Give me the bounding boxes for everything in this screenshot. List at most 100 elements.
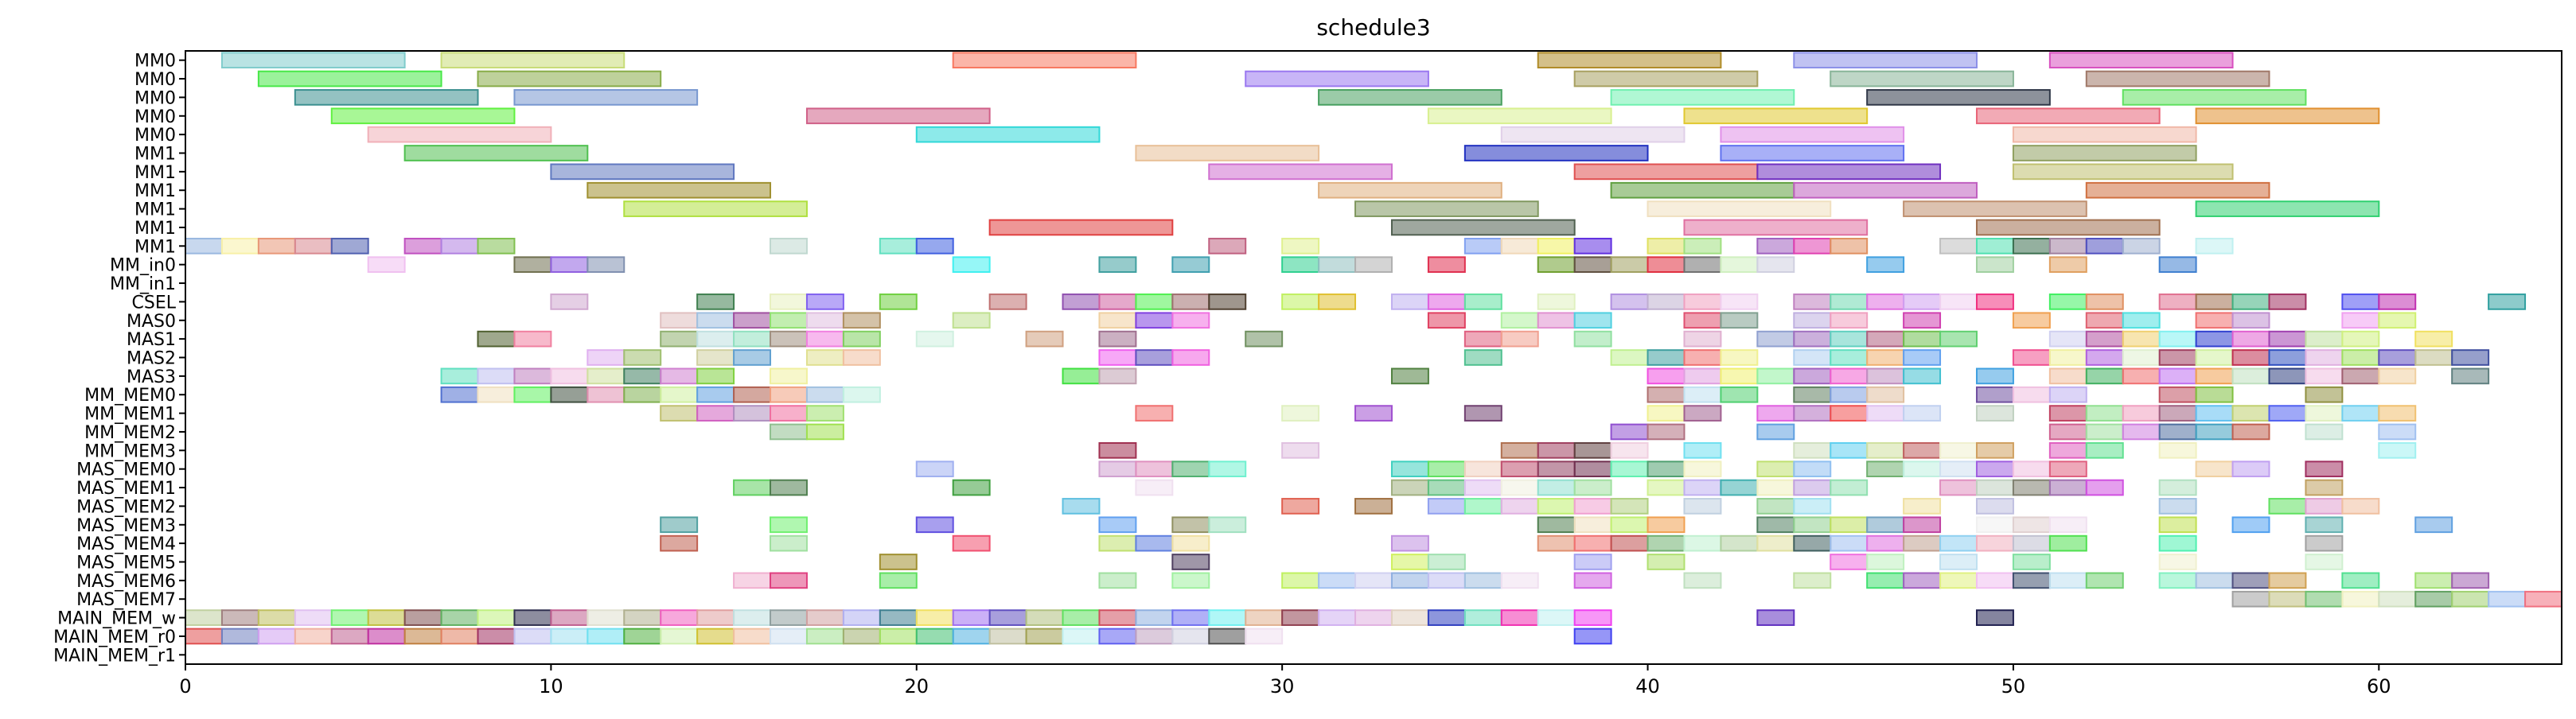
- task-bar: [1135, 145, 1320, 161]
- task-bar: [1903, 534, 1942, 552]
- task-bar: [2231, 349, 2270, 366]
- task-bar: [2158, 441, 2197, 459]
- task-bar: [367, 256, 406, 274]
- task-bar: [2195, 349, 2234, 366]
- task-bar: [2195, 107, 2380, 125]
- task-bar: [1500, 441, 1539, 459]
- task-bar: [1647, 516, 1686, 534]
- task-bar: [1573, 461, 1612, 478]
- task-bar: [1975, 293, 2014, 310]
- task-bar: [330, 107, 516, 125]
- task-bar: [1793, 534, 1832, 552]
- task-bar: [1062, 628, 1101, 645]
- task-bar: [2158, 572, 2197, 589]
- task-bar: [1720, 479, 1759, 496]
- task-bar: [842, 330, 881, 348]
- task-bar: [403, 628, 442, 645]
- task-bar: [2012, 145, 2197, 161]
- task-bar: [915, 126, 1101, 143]
- y-tick-label: MAS_MEM6: [76, 572, 176, 592]
- task-bar: [1830, 237, 1869, 255]
- task-bar: [550, 293, 589, 310]
- task-bar: [1500, 237, 1539, 255]
- task-bar: [1683, 349, 1722, 366]
- task-bar: [1427, 256, 1466, 274]
- task-bar: [1427, 293, 1466, 310]
- task-bar: [1647, 256, 1686, 274]
- task-bar: [805, 312, 844, 329]
- task-bar: [1135, 479, 1174, 496]
- task-bar: [1098, 293, 1137, 310]
- task-bar: [1062, 609, 1101, 626]
- task-bar: [513, 367, 552, 385]
- task-bar: [2195, 405, 2234, 422]
- task-bar: [2085, 330, 2124, 348]
- task-bar: [1135, 534, 1174, 552]
- y-tick-label: MAS_MEM4: [76, 534, 176, 554]
- task-bar: [513, 330, 552, 348]
- task-bar: [1171, 609, 1210, 626]
- task-bar: [257, 237, 296, 255]
- task-bar: [1135, 461, 1174, 478]
- task-bar: [733, 312, 772, 329]
- task-bar: [1866, 256, 1905, 274]
- task-bar: [2048, 367, 2087, 385]
- task-bar: [257, 628, 296, 645]
- task-bar: [1683, 312, 1722, 329]
- task-bar: [1463, 349, 1502, 366]
- task-bar: [915, 330, 954, 348]
- task-bar: [1537, 534, 1576, 552]
- task-bar: [1683, 479, 1722, 496]
- task-bar: [1098, 330, 1137, 348]
- task-bar: [1062, 367, 1101, 385]
- task-bar: [1903, 441, 1942, 459]
- y-tick-label: MAS_MEM7: [76, 590, 176, 610]
- task-bar: [1866, 367, 1905, 385]
- task-bar: [2048, 479, 2087, 496]
- task-bar: [2231, 572, 2270, 589]
- y-tick-label: MM0: [134, 70, 176, 90]
- task-bar: [1939, 534, 1978, 552]
- task-bar: [1793, 461, 1832, 478]
- task-bar: [2268, 498, 2307, 515]
- task-bar: [2414, 330, 2453, 348]
- task-bar: [1098, 534, 1137, 552]
- task-bar: [1098, 349, 1137, 366]
- task-bar: [1866, 534, 1905, 552]
- task-bar: [2158, 367, 2197, 385]
- task-bar: [2048, 349, 2087, 366]
- y-tick-label: MM0: [134, 88, 176, 108]
- task-bar: [1903, 349, 1942, 366]
- task-bar: [1793, 498, 1832, 515]
- task-bar: [1500, 312, 1539, 329]
- task-bar: [1939, 237, 1978, 255]
- y-tick-label: MM1: [134, 219, 176, 239]
- task-bar: [1720, 386, 1759, 403]
- task-bar: [587, 181, 772, 199]
- task-bar: [2268, 349, 2307, 366]
- task-bar: [1390, 479, 1429, 496]
- task-bar: [805, 609, 844, 626]
- task-bar: [1390, 554, 1429, 570]
- task-bar: [440, 628, 479, 645]
- task-bar: [770, 405, 808, 422]
- task-bar: [2048, 461, 2087, 478]
- task-bar: [915, 609, 954, 626]
- task-bar: [2378, 349, 2417, 366]
- task-bar: [1610, 293, 1649, 310]
- y-tick-label: MAS3: [127, 367, 176, 387]
- task-bar: [1830, 349, 1869, 366]
- task-bar: [805, 293, 844, 310]
- task-bar: [879, 554, 918, 570]
- task-bar: [770, 312, 808, 329]
- task-bar: [2158, 330, 2197, 348]
- task-bar: [2085, 572, 2124, 589]
- task-bar: [550, 609, 589, 626]
- task-bar: [1390, 609, 1429, 626]
- y-tick-label: MM_MEM0: [84, 386, 176, 406]
- task-bar: [1756, 330, 1795, 348]
- task-bar: [1208, 516, 1247, 534]
- task-bar: [1171, 628, 1210, 645]
- task-bar: [2268, 572, 2307, 589]
- task-bar: [2414, 349, 2453, 366]
